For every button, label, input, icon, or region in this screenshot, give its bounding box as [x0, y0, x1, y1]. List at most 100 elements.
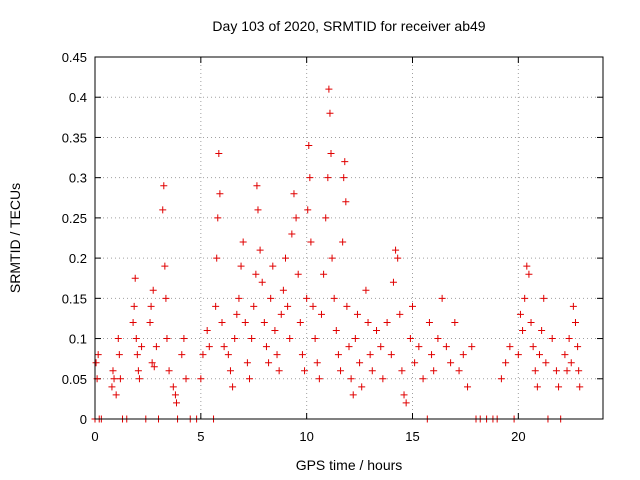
data-point [548, 335, 556, 343]
data-point [387, 351, 395, 359]
data-point [267, 294, 275, 302]
data-point [366, 351, 374, 359]
data-point [468, 343, 476, 351]
data-point [531, 367, 539, 375]
data-point [347, 375, 355, 383]
data-point [552, 367, 560, 375]
data-point [430, 367, 438, 375]
data-point [262, 343, 270, 351]
data-point [220, 343, 228, 351]
data-point [94, 351, 102, 359]
data-point [148, 359, 156, 367]
data-point [337, 367, 345, 375]
data-point [110, 375, 118, 383]
data-point [328, 254, 336, 262]
data-point [330, 294, 338, 302]
data-point [425, 318, 433, 326]
data-point [315, 375, 323, 383]
plot-frame [94, 56, 604, 420]
data-point [325, 85, 333, 93]
y-tick-label: 0.15 [62, 291, 87, 306]
data-point [447, 359, 455, 367]
data-point [383, 318, 391, 326]
data-point [213, 254, 221, 262]
data-point [356, 359, 364, 367]
data-point [542, 359, 550, 367]
data-point [364, 318, 372, 326]
data-point [349, 391, 357, 399]
data-point [574, 343, 582, 351]
data-point [304, 206, 312, 214]
data-point [152, 343, 160, 351]
data-point [565, 335, 573, 343]
data-point [260, 318, 268, 326]
data-point [400, 391, 408, 399]
data-point [253, 182, 261, 190]
data-point [138, 343, 146, 351]
y-axis-label: SRMTID / TECUs [7, 183, 23, 293]
data-point [313, 359, 321, 367]
data-point [339, 238, 347, 246]
data-point [392, 246, 400, 254]
data-point [134, 367, 142, 375]
data-point [575, 367, 583, 375]
data-point [411, 359, 419, 367]
data-point [135, 375, 143, 383]
data-point [254, 206, 262, 214]
data-point [402, 399, 410, 407]
data-point [160, 182, 168, 190]
data-point [506, 343, 514, 351]
data-point [351, 335, 359, 343]
data-point [237, 262, 245, 270]
data-point [389, 278, 397, 286]
data-point [303, 294, 311, 302]
data-point [250, 302, 258, 310]
data-point [538, 327, 546, 335]
data-point [379, 375, 387, 383]
y-tick-label: 0.25 [62, 211, 87, 226]
data-point [516, 310, 524, 318]
data-points [91, 85, 584, 423]
chart-title: Day 103 of 2020, SRMTID for receiver ab4… [212, 18, 485, 34]
data-point [269, 262, 277, 270]
data-point [536, 351, 543, 359]
data-point [292, 214, 300, 222]
data-point [523, 262, 531, 270]
data-point [239, 238, 247, 246]
data-point [205, 343, 213, 351]
data-point [131, 274, 139, 282]
y-tick-label: 0.45 [62, 50, 87, 65]
data-point [307, 238, 315, 246]
data-point [277, 310, 285, 318]
data-point [320, 270, 328, 278]
y-tick-label: 0 [80, 412, 87, 427]
y-tick-label: 0.1 [69, 332, 87, 347]
data-point [341, 158, 349, 166]
data-point [284, 302, 292, 310]
data-point [525, 270, 533, 278]
data-point [362, 286, 370, 294]
data-point [147, 302, 155, 310]
data-point [334, 351, 342, 359]
data-point [358, 383, 366, 391]
data-point [229, 383, 237, 391]
data-point [396, 310, 404, 318]
data-point [353, 310, 361, 318]
data-point [519, 327, 527, 335]
x-tick-label: 15 [405, 429, 419, 444]
data-point [216, 190, 224, 198]
data-point [197, 375, 205, 383]
data-point [279, 286, 287, 294]
y-tick-label: 0.3 [69, 171, 87, 186]
data-point [394, 254, 402, 262]
data-point [514, 351, 522, 359]
data-point [569, 302, 577, 310]
data-point [241, 318, 249, 326]
data-point [327, 150, 335, 158]
data-point [342, 198, 350, 206]
data-point [92, 359, 100, 367]
data-point [171, 391, 179, 399]
data-point [150, 363, 158, 371]
data-point [398, 367, 406, 375]
data-point [288, 230, 296, 238]
